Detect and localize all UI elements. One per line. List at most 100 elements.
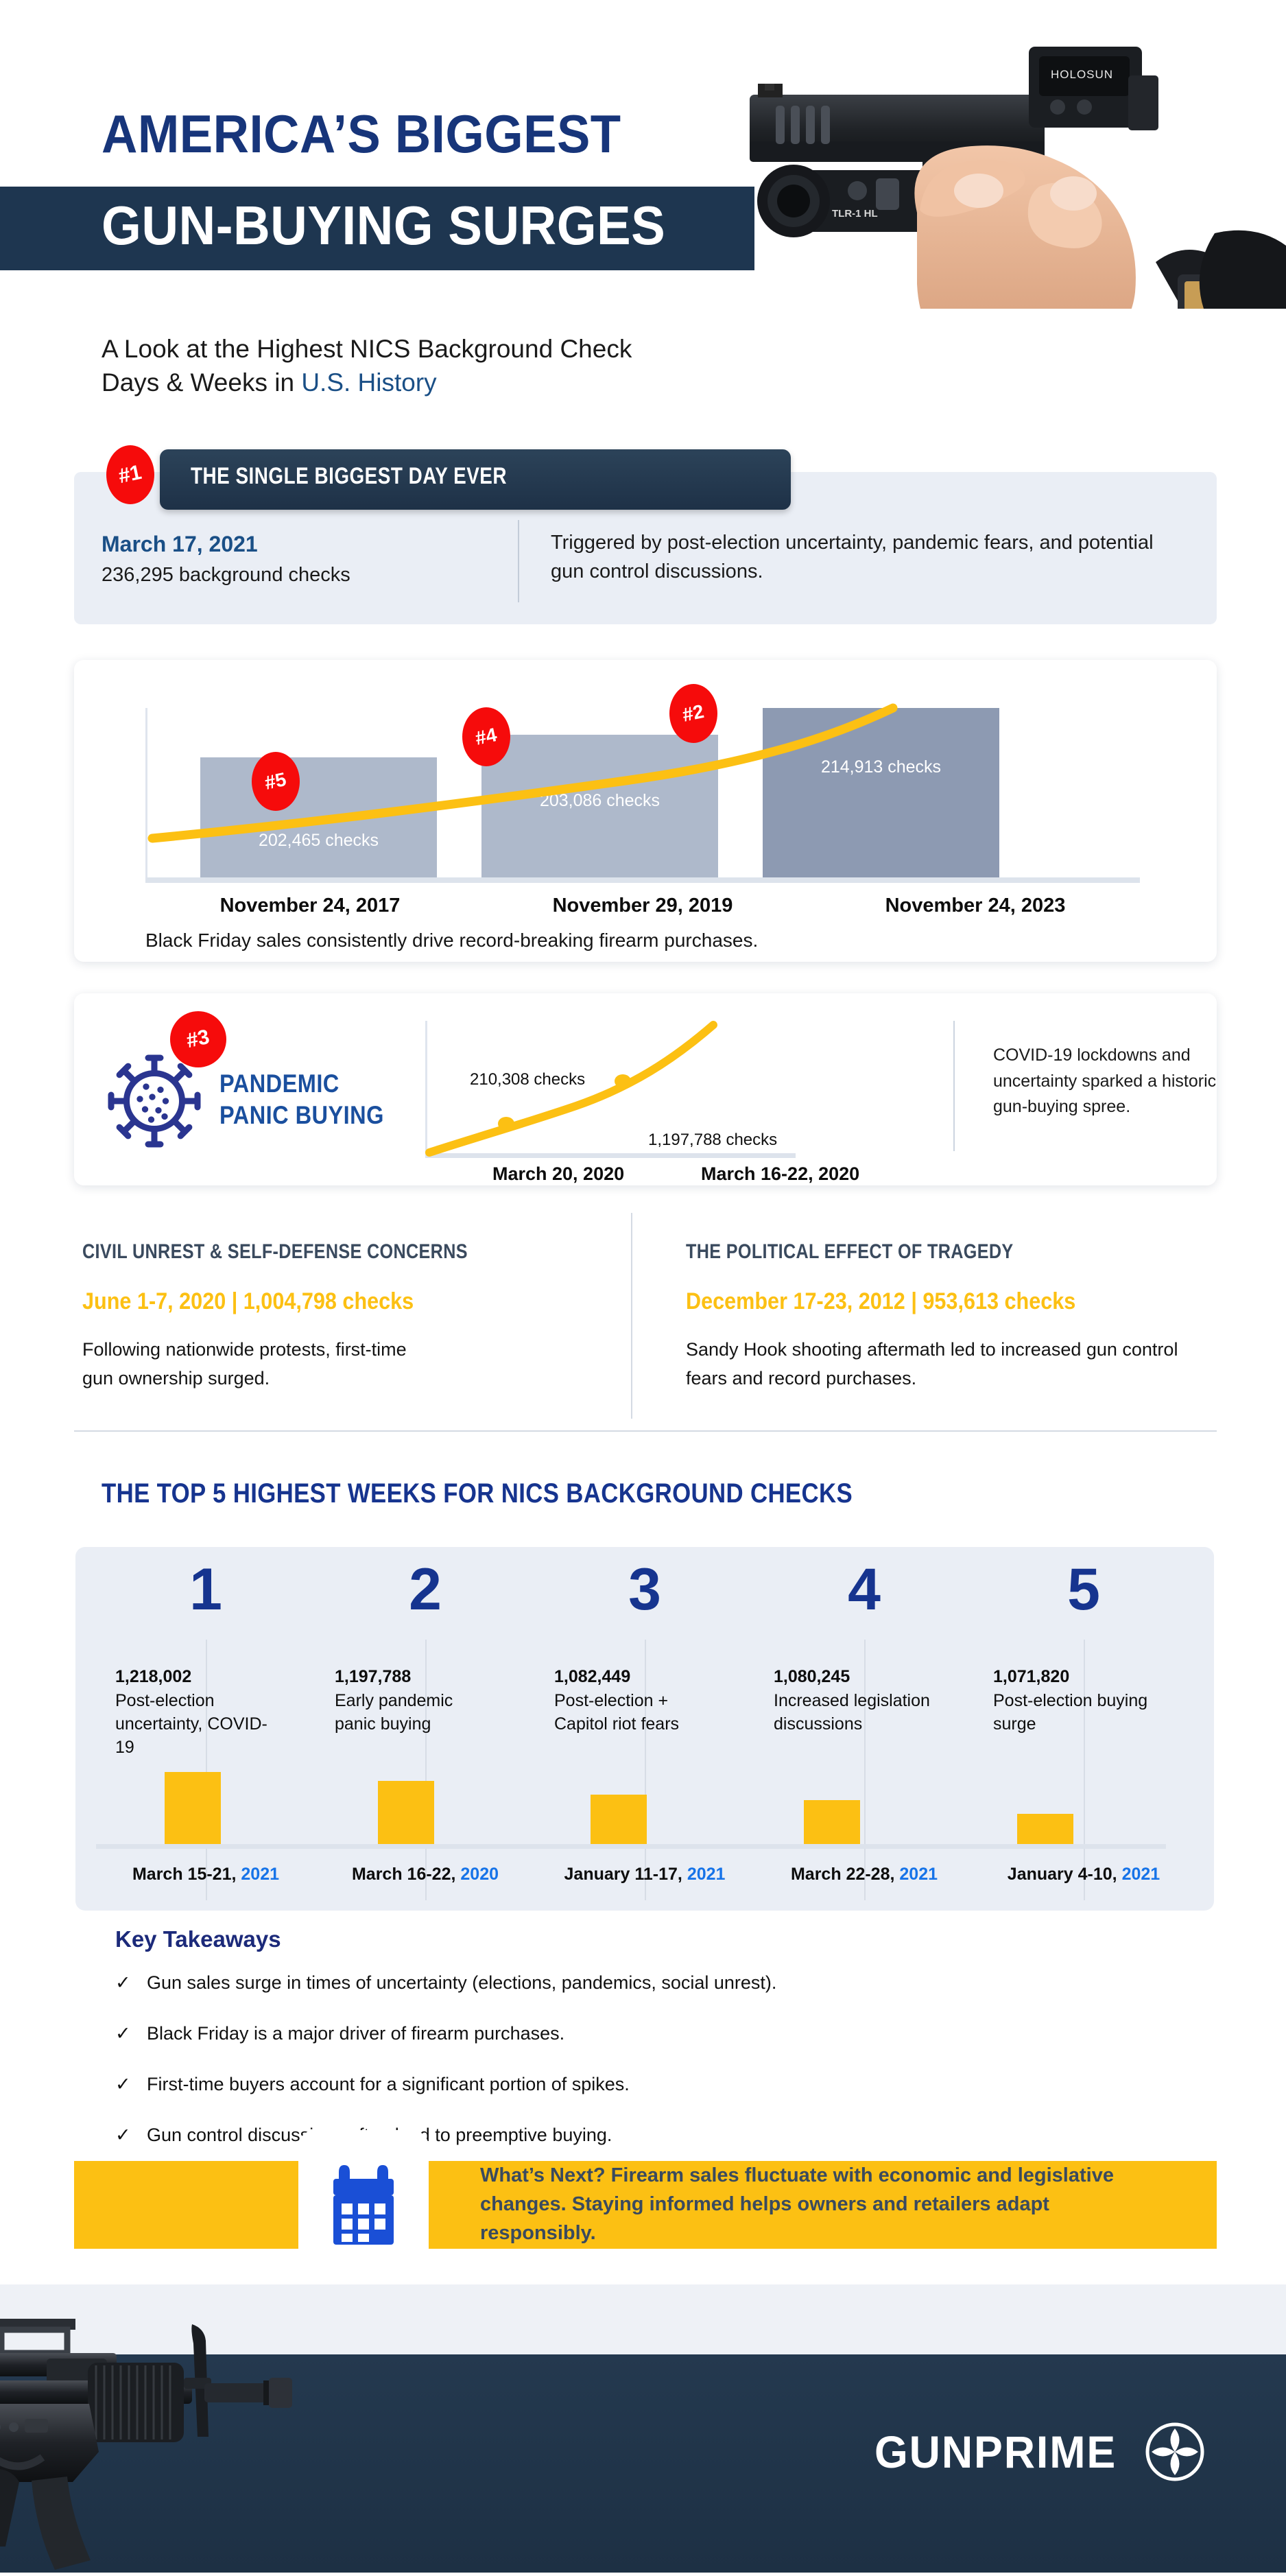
check-icon: ✓ (115, 2023, 131, 2044)
divider (518, 520, 519, 602)
checks-description: Increased legislation discussions (774, 1691, 930, 1734)
rank-badge-4: #4 (462, 707, 510, 766)
list-item-text: First-time buyers account for a signific… (147, 2074, 630, 2094)
date-month: March 15-21, (132, 1865, 237, 1884)
column-divider (864, 1640, 866, 1900)
pandemic-description: COVID-19 lockdowns and uncertainty spark… (993, 1045, 1217, 1116)
top5-item-3: 3 1,082,449 Post-election + Capitol riot… (535, 1560, 754, 1759)
political-tragedy-column: THE POLITICAL EFFECT OF TRAGEDY December… (686, 1240, 1207, 1393)
date-year: 2021 (1121, 1865, 1160, 1884)
date-month: January 4-10, (1007, 1865, 1117, 1884)
x-label-2017: November 24, 2017 (219, 895, 401, 917)
date-year: 2021 (241, 1865, 280, 1884)
list-item: ✓ Gun control discussions often lead to … (115, 2125, 1110, 2146)
key-takeaways-title: Key Takeaways (115, 1926, 281, 1952)
hero-header: HOLOSUN TLR-1 HL AMERI (0, 0, 1286, 397)
top5-bar-5 (1017, 1814, 1073, 1844)
check-icon: ✓ (115, 2125, 131, 2145)
column-divider (1084, 1640, 1085, 1900)
top5-date-1: March 15-21, 2021 (96, 1865, 315, 1884)
pandemic-x-label-week: March 16-22, 2020 (701, 1163, 860, 1184)
biggest-day-description: Triggered by post-election uncertainty, … (551, 532, 1154, 583)
divider (631, 1213, 632, 1419)
biggest-day-checks: 236,295 background checks (102, 564, 350, 586)
check-icon: ✓ (115, 2074, 131, 2094)
civil-unrest-stat: June 1-7, 2020 | 1,004,798 checks (82, 1288, 414, 1314)
rank-badge-2-label: #2 (680, 700, 706, 726)
checks-value: 1,071,820 (993, 1667, 1070, 1686)
pandemic-title-line2: PANIC BUYING (219, 1100, 384, 1129)
rank-number: 5 (1067, 1557, 1100, 1622)
political-tragedy-body: Sandy Hook shooting aftermath led to inc… (686, 1339, 1178, 1389)
top5-date-2: March 16-22, 2020 (315, 1865, 535, 1884)
top5-item-1: 1 1,218,002 Post-election uncertainty, C… (96, 1560, 315, 1759)
whats-next-banner (74, 2161, 1217, 2249)
top5-date-labels: March 15-21, 2021 March 16-22, 2020 Janu… (96, 1865, 1193, 1884)
top5-bar-1 (165, 1772, 221, 1844)
checks-description: Post-election + Capitol riot fears (554, 1691, 680, 1734)
top5-item-2: 2 1,197,788 Early pandemic panic buying (315, 1560, 535, 1759)
rank-number: 4 (848, 1557, 881, 1622)
checks-value: 1,218,002 (115, 1667, 192, 1686)
rank-badge-2: #2 (669, 684, 717, 743)
divider (953, 1021, 955, 1151)
biggest-day-stats: March 17, 2021 236,295 background checks (102, 532, 390, 587)
check-icon: ✓ (115, 1972, 131, 1993)
page-subtitle: A Look at the Highest NICS Background Ch… (102, 332, 829, 399)
date-month: March 22-28, (790, 1865, 895, 1884)
black-friday-x-labels: November 24, 2017 November 29, 2019 Nove… (145, 895, 1140, 917)
coronavirus-icon (103, 1050, 206, 1153)
biggest-day-ribbon: THE SINGLE BIGGEST DAY EVER (160, 449, 791, 510)
date-month: March 16-22, (351, 1865, 456, 1884)
civil-unrest-body: Following nationwide protests, first-tim… (82, 1339, 407, 1389)
title-navy-band (0, 187, 754, 270)
x-label-2019: November 29, 2019 (552, 895, 733, 917)
brand-logo: GUNPRIME (874, 2422, 1205, 2482)
date-year: 2021 (899, 1865, 938, 1884)
pandemic-chart (425, 1021, 796, 1158)
chart-x-axis (145, 877, 1140, 883)
top5-date-4: March 22-28, 2021 (754, 1865, 974, 1884)
checks-description: Early pandemic panic buying (335, 1691, 453, 1734)
top5-bar-4 (804, 1800, 860, 1844)
pandemic-title-line1: PANDEMIC (219, 1070, 340, 1098)
pandemic-week-label: 1,197,788 checks (648, 1131, 778, 1149)
top5-section-title: THE TOP 5 HIGHEST WEEKS FOR NICS BACKGRO… (102, 1478, 853, 1509)
checks-description: Post-election buying surge (993, 1691, 1148, 1734)
page-title-line1: AMERICA’S BIGGEST (102, 104, 621, 164)
brand-name: GUNPRIME (874, 2426, 1117, 2477)
date-month: January 11-17, (564, 1865, 682, 1884)
ar15-rifle-photo (0, 2312, 508, 2573)
chart-y-axis (145, 708, 147, 883)
black-friday-chart: 202,465 checks 203,086 checks 214,913 ch… (145, 703, 1140, 883)
top5-chart-baseline (96, 1844, 1166, 1849)
calendar-icon-container (298, 2130, 429, 2280)
page-title-line2: GUN-BUYING SURGES (102, 195, 666, 256)
bar-2019: 203,086 checks (481, 735, 718, 877)
biggest-day-date: March 17, 2021 (102, 532, 258, 556)
civil-unrest-heading: CIVIL UNREST & SELF-DEFENSE CONCERNS (82, 1240, 468, 1263)
rank-number: 2 (409, 1557, 442, 1622)
list-item: ✓ First-time buyers account for a signif… (115, 2074, 1110, 2095)
whats-next-text: What’s Next? Firearm sales fluctuate wit… (480, 2164, 1114, 2245)
svg-text:HOLOSUN: HOLOSUN (1051, 68, 1113, 81)
top5-bar-3 (591, 1795, 647, 1844)
date-year: 2021 (687, 1865, 726, 1884)
x-label-2023: November 24, 2023 (885, 895, 1066, 917)
top5-date-5: January 4-10, 2021 (974, 1865, 1193, 1884)
top5-item-4: 4 1,080,245 Increased legislation discus… (754, 1560, 974, 1759)
checks-value: 1,197,788 (335, 1667, 412, 1686)
list-item-text: Black Friday is a major driver of firear… (147, 2023, 565, 2044)
date-year: 2020 (460, 1865, 499, 1884)
bar-2023: 214,913 checks (763, 708, 999, 877)
column-divider (206, 1640, 207, 1900)
checks-description: Post-election uncertainty, COVID-19 (115, 1691, 267, 1757)
rank-badge-4-label: #4 (473, 724, 499, 749)
top5-date-3: January 11-17, 2021 (535, 1865, 754, 1884)
pandemic-title: PANDEMIC PANIC BUYING (219, 1068, 384, 1131)
subtitle-line2: Days & Weeks in (102, 368, 302, 397)
black-friday-note: Black Friday sales consistently drive re… (145, 930, 759, 951)
top5-columns: 1 1,218,002 Post-election uncertainty, C… (96, 1560, 1193, 1759)
chart-y-axis (425, 1021, 427, 1158)
checks-value: 1,082,449 (554, 1667, 631, 1686)
